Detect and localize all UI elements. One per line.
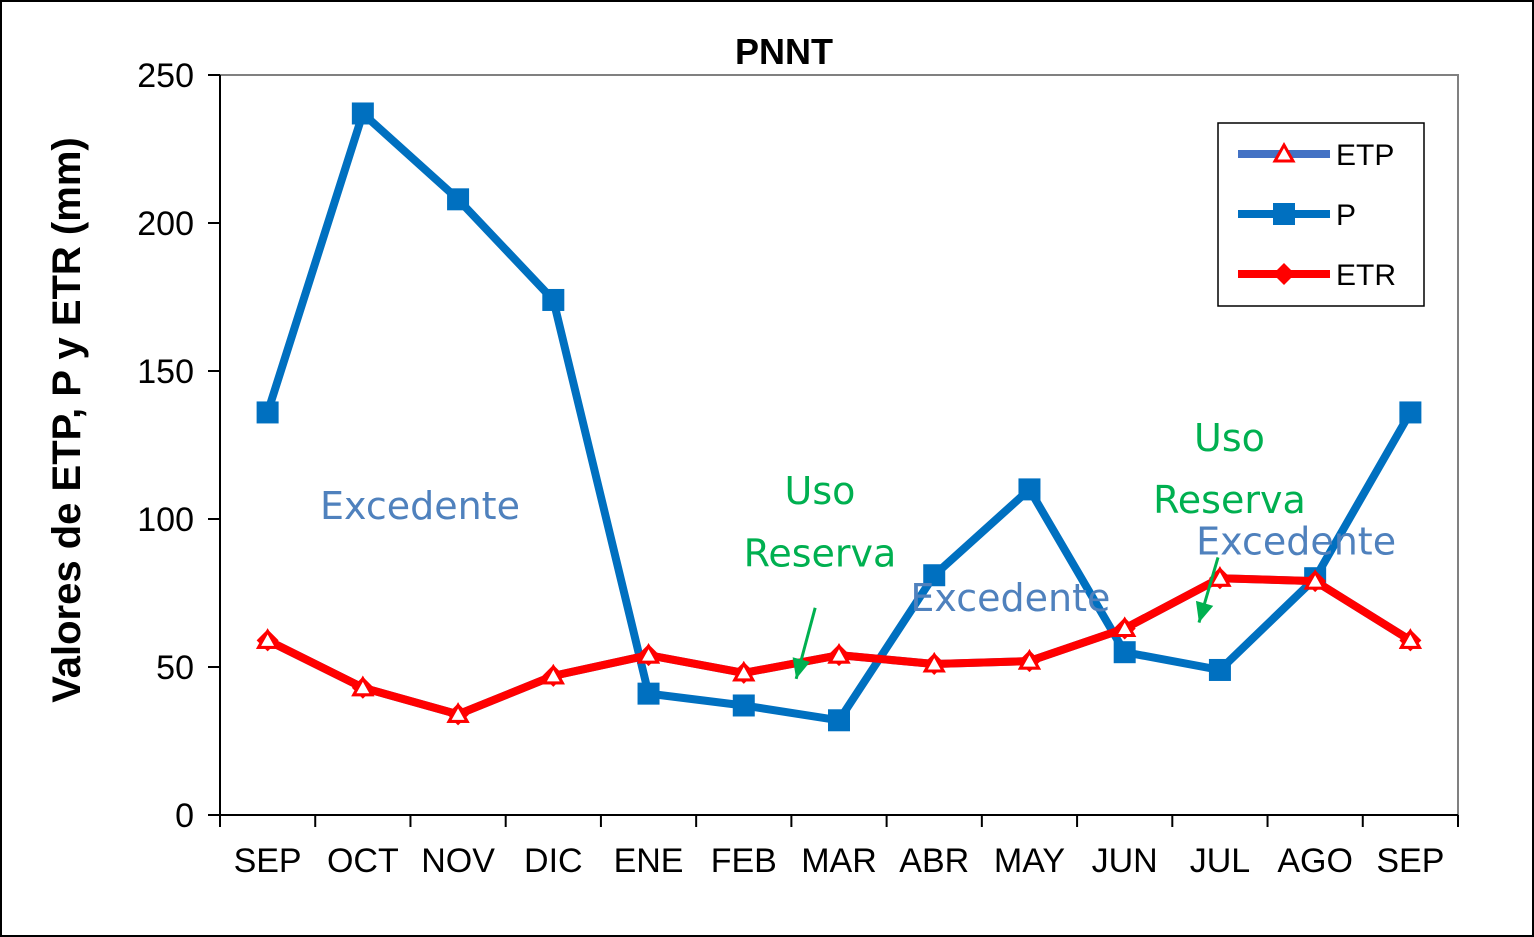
x-tick-label: SEP <box>234 842 302 880</box>
data-point-p <box>732 694 755 717</box>
data-point-p <box>447 188 470 211</box>
annotation-label: Reserva <box>1153 478 1306 522</box>
data-point-etp <box>827 643 851 664</box>
data-point-p <box>351 102 374 125</box>
annotation-arrowhead <box>1195 600 1214 623</box>
data-point-etp <box>351 675 375 697</box>
x-tick-label: FEB <box>711 842 777 880</box>
legend-label: P <box>1336 199 1356 232</box>
data-point-p <box>637 682 660 705</box>
legend-marker <box>1273 203 1295 225</box>
data-point-etp <box>1398 628 1422 649</box>
legend-label: ETR <box>1336 259 1396 292</box>
annotations: Excedente UsoReservaExcedenteUsoReservaEx… <box>320 416 1396 680</box>
y-tick-label: 0 <box>175 797 194 835</box>
y-tick-label: 50 <box>156 649 194 687</box>
y-tick-label: 150 <box>137 353 194 391</box>
data-point-p <box>1399 401 1422 424</box>
data-point-etp <box>1303 569 1327 590</box>
data-point-etp <box>1208 566 1232 587</box>
x-tick-label: ABR <box>899 842 969 880</box>
data-point-p <box>542 288 565 311</box>
plot-area: 0 50 100 150 200 250 SEP OCT NOV DIC ENE FEB MAR ABR M… <box>137 57 1459 880</box>
x-tick-label: ENE <box>614 842 684 880</box>
legend-marker <box>1272 141 1296 163</box>
legend-item-etp: ETP <box>1238 139 1394 172</box>
x-tick-label: OCT <box>327 842 399 880</box>
annotation-label: Uso <box>1194 416 1265 460</box>
legend-item-etr: ETR <box>1238 259 1396 292</box>
x-tick-label: SEP <box>1376 842 1444 880</box>
series-etp-markers <box>256 566 1422 723</box>
annotation-arrowhead <box>792 657 811 679</box>
x-tick-label: AGO <box>1277 842 1353 880</box>
x-tick-label: DIC <box>524 842 583 880</box>
series-p <box>256 102 1422 732</box>
data-point-etp <box>541 663 565 685</box>
data-point-etp <box>732 660 756 682</box>
annotation-label: Excedente <box>1196 520 1396 564</box>
annotation-label: Reserva <box>744 531 897 575</box>
annotation-label: Excedente <box>910 576 1110 620</box>
y-axis-label: Valores de ETP, P y ETR (mm) <box>45 137 89 702</box>
annotation-label: Uso <box>785 469 856 513</box>
data-point-etp <box>922 651 946 673</box>
annotation-label: Excedente <box>320 484 520 528</box>
data-point-p <box>923 564 946 587</box>
legend: ETP P ETR <box>1217 122 1425 307</box>
legend-item-p: P <box>1238 199 1356 232</box>
data-point-p <box>1018 478 1041 501</box>
data-point-etp <box>446 702 470 723</box>
chart-title: PNNT <box>735 31 833 72</box>
data-point-etp <box>256 628 280 649</box>
data-point-p <box>1113 641 1136 664</box>
x-tick-label: MAY <box>994 842 1065 880</box>
x-tick-label: NOV <box>421 842 495 880</box>
y-tick-label: 100 <box>137 501 194 539</box>
legend-marker <box>1273 263 1295 285</box>
data-point-etp <box>636 643 661 664</box>
data-point-etp <box>1017 649 1042 670</box>
x-tick-label: JUN <box>1092 842 1158 880</box>
data-point-p <box>256 401 279 424</box>
x-tick-label: MAR <box>801 842 877 880</box>
data-point-p <box>828 709 850 732</box>
data-point-p <box>1208 658 1231 681</box>
y-tick-label: 200 <box>137 205 194 243</box>
x-tick-label: JUL <box>1190 842 1250 880</box>
y-tick-label: 250 <box>137 57 194 95</box>
legend-label: ETP <box>1336 139 1394 172</box>
data-point-etp <box>1113 616 1137 638</box>
